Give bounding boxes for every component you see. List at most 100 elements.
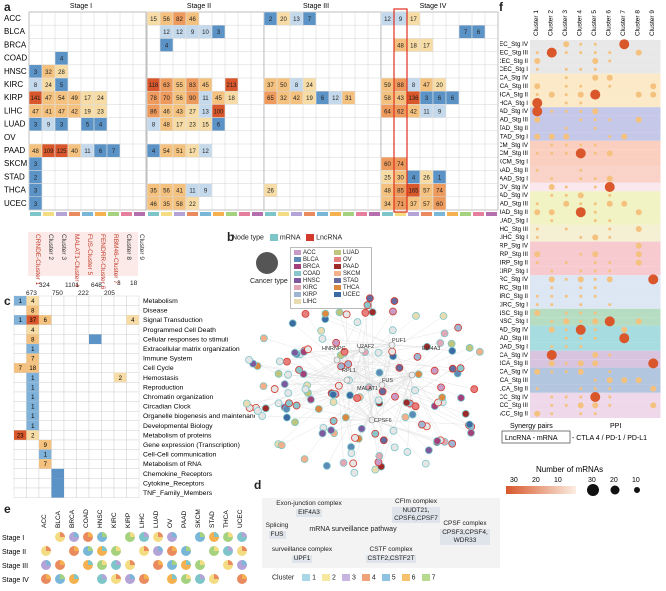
c-heat-cell xyxy=(14,315,27,325)
c-value: 1 xyxy=(44,453,48,459)
f-dot xyxy=(534,368,541,375)
f-cluster-label: Cluster 2 xyxy=(548,10,555,36)
cstf-complex: CSTF complex CSTF2,CSTF2T xyxy=(354,546,428,563)
c-cell xyxy=(76,362,90,373)
f-dot xyxy=(635,116,642,123)
c-heat-cell xyxy=(89,334,102,344)
f-dot xyxy=(564,51,568,55)
f-dot xyxy=(564,84,568,88)
network-node xyxy=(317,326,326,335)
f-dot xyxy=(534,209,541,216)
network-edge xyxy=(336,359,439,403)
f-row-label: LUAD_Stg IV xyxy=(500,192,529,199)
cancer-legend-item: KIRC xyxy=(294,285,317,292)
f-dot xyxy=(593,286,597,290)
cancer-legend-item: LIHC xyxy=(294,299,317,306)
f-dot xyxy=(535,294,539,298)
size-tick: 10 xyxy=(632,477,640,484)
network-node xyxy=(421,459,430,468)
network-edge xyxy=(246,374,413,404)
f-dot xyxy=(593,177,597,181)
e-pie-slice xyxy=(186,574,191,579)
c-cell xyxy=(101,439,115,450)
c-cell xyxy=(38,343,52,354)
network-node xyxy=(347,449,356,458)
cluster-swatch-label: 7 xyxy=(431,574,436,582)
mrna-label: mRNA xyxy=(279,234,301,242)
stage-header: Stage I xyxy=(70,3,92,10)
cancer-legend-label: ACC xyxy=(303,250,316,257)
f-dot xyxy=(579,345,583,349)
heat-value: 11 xyxy=(202,96,209,102)
f-row-label: BRCA_Stg IV xyxy=(500,352,529,359)
f-dot xyxy=(608,84,612,88)
c-cell xyxy=(51,305,65,316)
network-edge xyxy=(263,338,338,361)
network-node xyxy=(448,346,457,355)
network-node xyxy=(337,362,346,371)
pathway-label: Circadian Clock xyxy=(143,404,191,411)
network-node xyxy=(439,312,448,320)
network-edge xyxy=(336,342,393,346)
network-edge xyxy=(339,312,373,421)
cluster-color-bar xyxy=(330,212,341,216)
f-cluster-label: Cluster 1 xyxy=(533,10,540,36)
e-cancer-label: ACC xyxy=(41,514,48,528)
c-heat-cell xyxy=(26,382,39,392)
network-edge xyxy=(361,349,385,441)
network-node xyxy=(390,297,399,305)
cancer-legend-label: KIRP xyxy=(303,292,318,299)
network-node xyxy=(290,348,299,357)
network-node xyxy=(259,334,268,343)
f-row-label: BLCA_Stg II xyxy=(500,385,528,392)
f-dot xyxy=(592,74,599,81)
c-value: 1 xyxy=(31,405,35,411)
c-cell xyxy=(101,382,115,393)
network-edge xyxy=(303,373,383,386)
c-cell xyxy=(101,401,115,412)
heat-value: 125 xyxy=(56,149,67,155)
c-heat-cell xyxy=(26,411,39,421)
e-pie-slice xyxy=(60,574,65,579)
c-cell xyxy=(51,382,65,393)
network-edge xyxy=(371,419,438,443)
network-edge xyxy=(336,359,352,448)
color-tick: 30 xyxy=(510,477,518,484)
f-row-label: STAD_Stg IV xyxy=(500,108,529,115)
c-cell xyxy=(126,334,140,345)
network-node xyxy=(353,394,361,402)
f-dot xyxy=(593,42,597,46)
f-dot xyxy=(593,51,597,55)
f-dot xyxy=(593,143,597,147)
f-row-label: SKCM_Stg III xyxy=(500,150,528,157)
c-cell xyxy=(13,382,27,393)
c-value: 1 xyxy=(19,299,23,305)
f-row-label: SKCM_Stg I xyxy=(500,159,528,166)
f-dot xyxy=(635,259,642,266)
f-dot xyxy=(579,252,583,256)
e-pie-slice xyxy=(88,546,93,551)
cluster-color-bar xyxy=(213,212,224,216)
network-node xyxy=(411,402,420,411)
e-stage-label: Stage I xyxy=(2,535,24,542)
cancer-legend-item: OV xyxy=(334,257,352,264)
heat-value: 19 xyxy=(306,96,313,102)
cancer-row-label: UCEC xyxy=(4,199,27,208)
pair-label: LncRNA - mRNA xyxy=(505,435,558,442)
c-cell xyxy=(101,353,115,364)
network-hub xyxy=(378,381,386,389)
size-tick: 20 xyxy=(610,477,618,484)
cluster-label: RBM46-Cluster 7 xyxy=(112,234,119,284)
f-dot xyxy=(548,209,555,216)
f-row-band xyxy=(530,157,661,166)
c-cell xyxy=(63,295,77,306)
network-edge xyxy=(336,359,443,398)
network-hub xyxy=(333,356,341,364)
f-row-label: LIHC_Stg I xyxy=(500,234,528,241)
network-edge xyxy=(274,349,363,390)
f-dot xyxy=(608,387,612,391)
cluster-color-bar xyxy=(56,212,67,216)
f-dot xyxy=(635,251,642,258)
pathway-label: Extracellular matrix organization xyxy=(143,346,240,353)
e-pie-slice xyxy=(60,532,65,537)
